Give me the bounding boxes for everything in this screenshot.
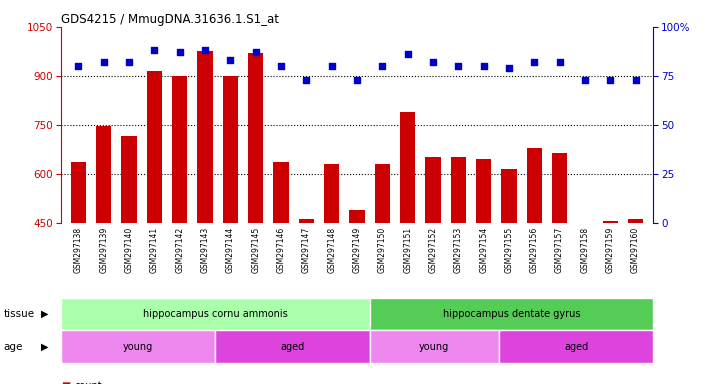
Bar xyxy=(216,330,370,363)
Point xyxy=(528,59,540,65)
Text: ▶: ▶ xyxy=(41,341,49,352)
Bar xyxy=(628,219,643,223)
Bar xyxy=(147,71,162,223)
Point xyxy=(326,63,338,69)
Text: GSM297145: GSM297145 xyxy=(251,227,260,273)
Text: hippocampus cornu ammonis: hippocampus cornu ammonis xyxy=(143,309,288,319)
Text: GDS4215 / MmugDNA.31636.1.S1_at: GDS4215 / MmugDNA.31636.1.S1_at xyxy=(61,13,278,26)
Point xyxy=(73,63,84,69)
Text: aged: aged xyxy=(564,341,588,352)
Bar xyxy=(61,330,216,363)
Point xyxy=(402,51,413,57)
Bar xyxy=(426,157,441,223)
Text: count: count xyxy=(75,381,103,384)
Bar xyxy=(552,152,567,223)
Text: GSM297146: GSM297146 xyxy=(276,227,286,273)
Point xyxy=(250,49,261,55)
Point xyxy=(605,77,616,83)
Bar xyxy=(172,76,187,223)
Bar xyxy=(501,169,516,223)
Bar xyxy=(96,126,111,223)
Text: aged: aged xyxy=(281,341,305,352)
Text: GSM297144: GSM297144 xyxy=(226,227,235,273)
Bar xyxy=(61,298,370,330)
Bar xyxy=(298,219,314,223)
Text: ▶: ▶ xyxy=(41,309,49,319)
Bar xyxy=(400,112,416,223)
Bar xyxy=(324,164,339,223)
Text: GSM297149: GSM297149 xyxy=(353,227,361,273)
Text: GSM297142: GSM297142 xyxy=(175,227,184,273)
Point xyxy=(351,77,363,83)
Bar xyxy=(527,147,542,223)
Text: GSM297159: GSM297159 xyxy=(605,227,615,273)
Bar xyxy=(476,159,491,223)
Text: GSM297138: GSM297138 xyxy=(74,227,83,273)
Point xyxy=(478,63,489,69)
Text: ■: ■ xyxy=(61,381,70,384)
Text: GSM297151: GSM297151 xyxy=(403,227,412,273)
Point xyxy=(199,47,211,53)
Point xyxy=(124,59,135,65)
Text: age: age xyxy=(4,341,23,352)
Bar xyxy=(370,298,653,330)
Text: GSM297153: GSM297153 xyxy=(454,227,463,273)
Text: tissue: tissue xyxy=(4,309,35,319)
Bar xyxy=(198,51,213,223)
Bar xyxy=(451,157,466,223)
Point xyxy=(453,63,464,69)
Text: young: young xyxy=(419,341,449,352)
Bar xyxy=(223,76,238,223)
Text: GSM297141: GSM297141 xyxy=(150,227,159,273)
Bar xyxy=(349,210,365,223)
Text: GSM297143: GSM297143 xyxy=(201,227,209,273)
Bar xyxy=(498,330,653,363)
Point xyxy=(276,63,287,69)
Bar xyxy=(273,162,288,223)
Text: GSM297160: GSM297160 xyxy=(631,227,640,273)
Text: GSM297155: GSM297155 xyxy=(505,227,513,273)
Text: GSM297147: GSM297147 xyxy=(302,227,311,273)
Text: GSM297152: GSM297152 xyxy=(428,227,438,273)
Bar xyxy=(121,136,136,223)
Bar xyxy=(71,162,86,223)
Point xyxy=(225,57,236,63)
Point xyxy=(174,49,186,55)
Point xyxy=(301,77,312,83)
Bar xyxy=(248,53,263,223)
Bar xyxy=(375,164,390,223)
Point xyxy=(376,63,388,69)
Bar xyxy=(603,221,618,223)
Point xyxy=(98,59,109,65)
Text: hippocampus dentate gyrus: hippocampus dentate gyrus xyxy=(443,309,580,319)
Text: GSM297157: GSM297157 xyxy=(555,227,564,273)
Point xyxy=(503,65,515,71)
Point xyxy=(427,59,438,65)
Point xyxy=(554,59,565,65)
Point xyxy=(630,77,641,83)
Text: GSM297154: GSM297154 xyxy=(479,227,488,273)
Text: young: young xyxy=(123,341,153,352)
Point xyxy=(149,47,160,53)
Point xyxy=(579,77,590,83)
Text: GSM297150: GSM297150 xyxy=(378,227,387,273)
Text: GSM297156: GSM297156 xyxy=(530,227,539,273)
Text: GSM297139: GSM297139 xyxy=(99,227,109,273)
Text: GSM297148: GSM297148 xyxy=(327,227,336,273)
Bar xyxy=(370,330,498,363)
Text: GSM297158: GSM297158 xyxy=(580,227,590,273)
Text: GSM297140: GSM297140 xyxy=(124,227,134,273)
